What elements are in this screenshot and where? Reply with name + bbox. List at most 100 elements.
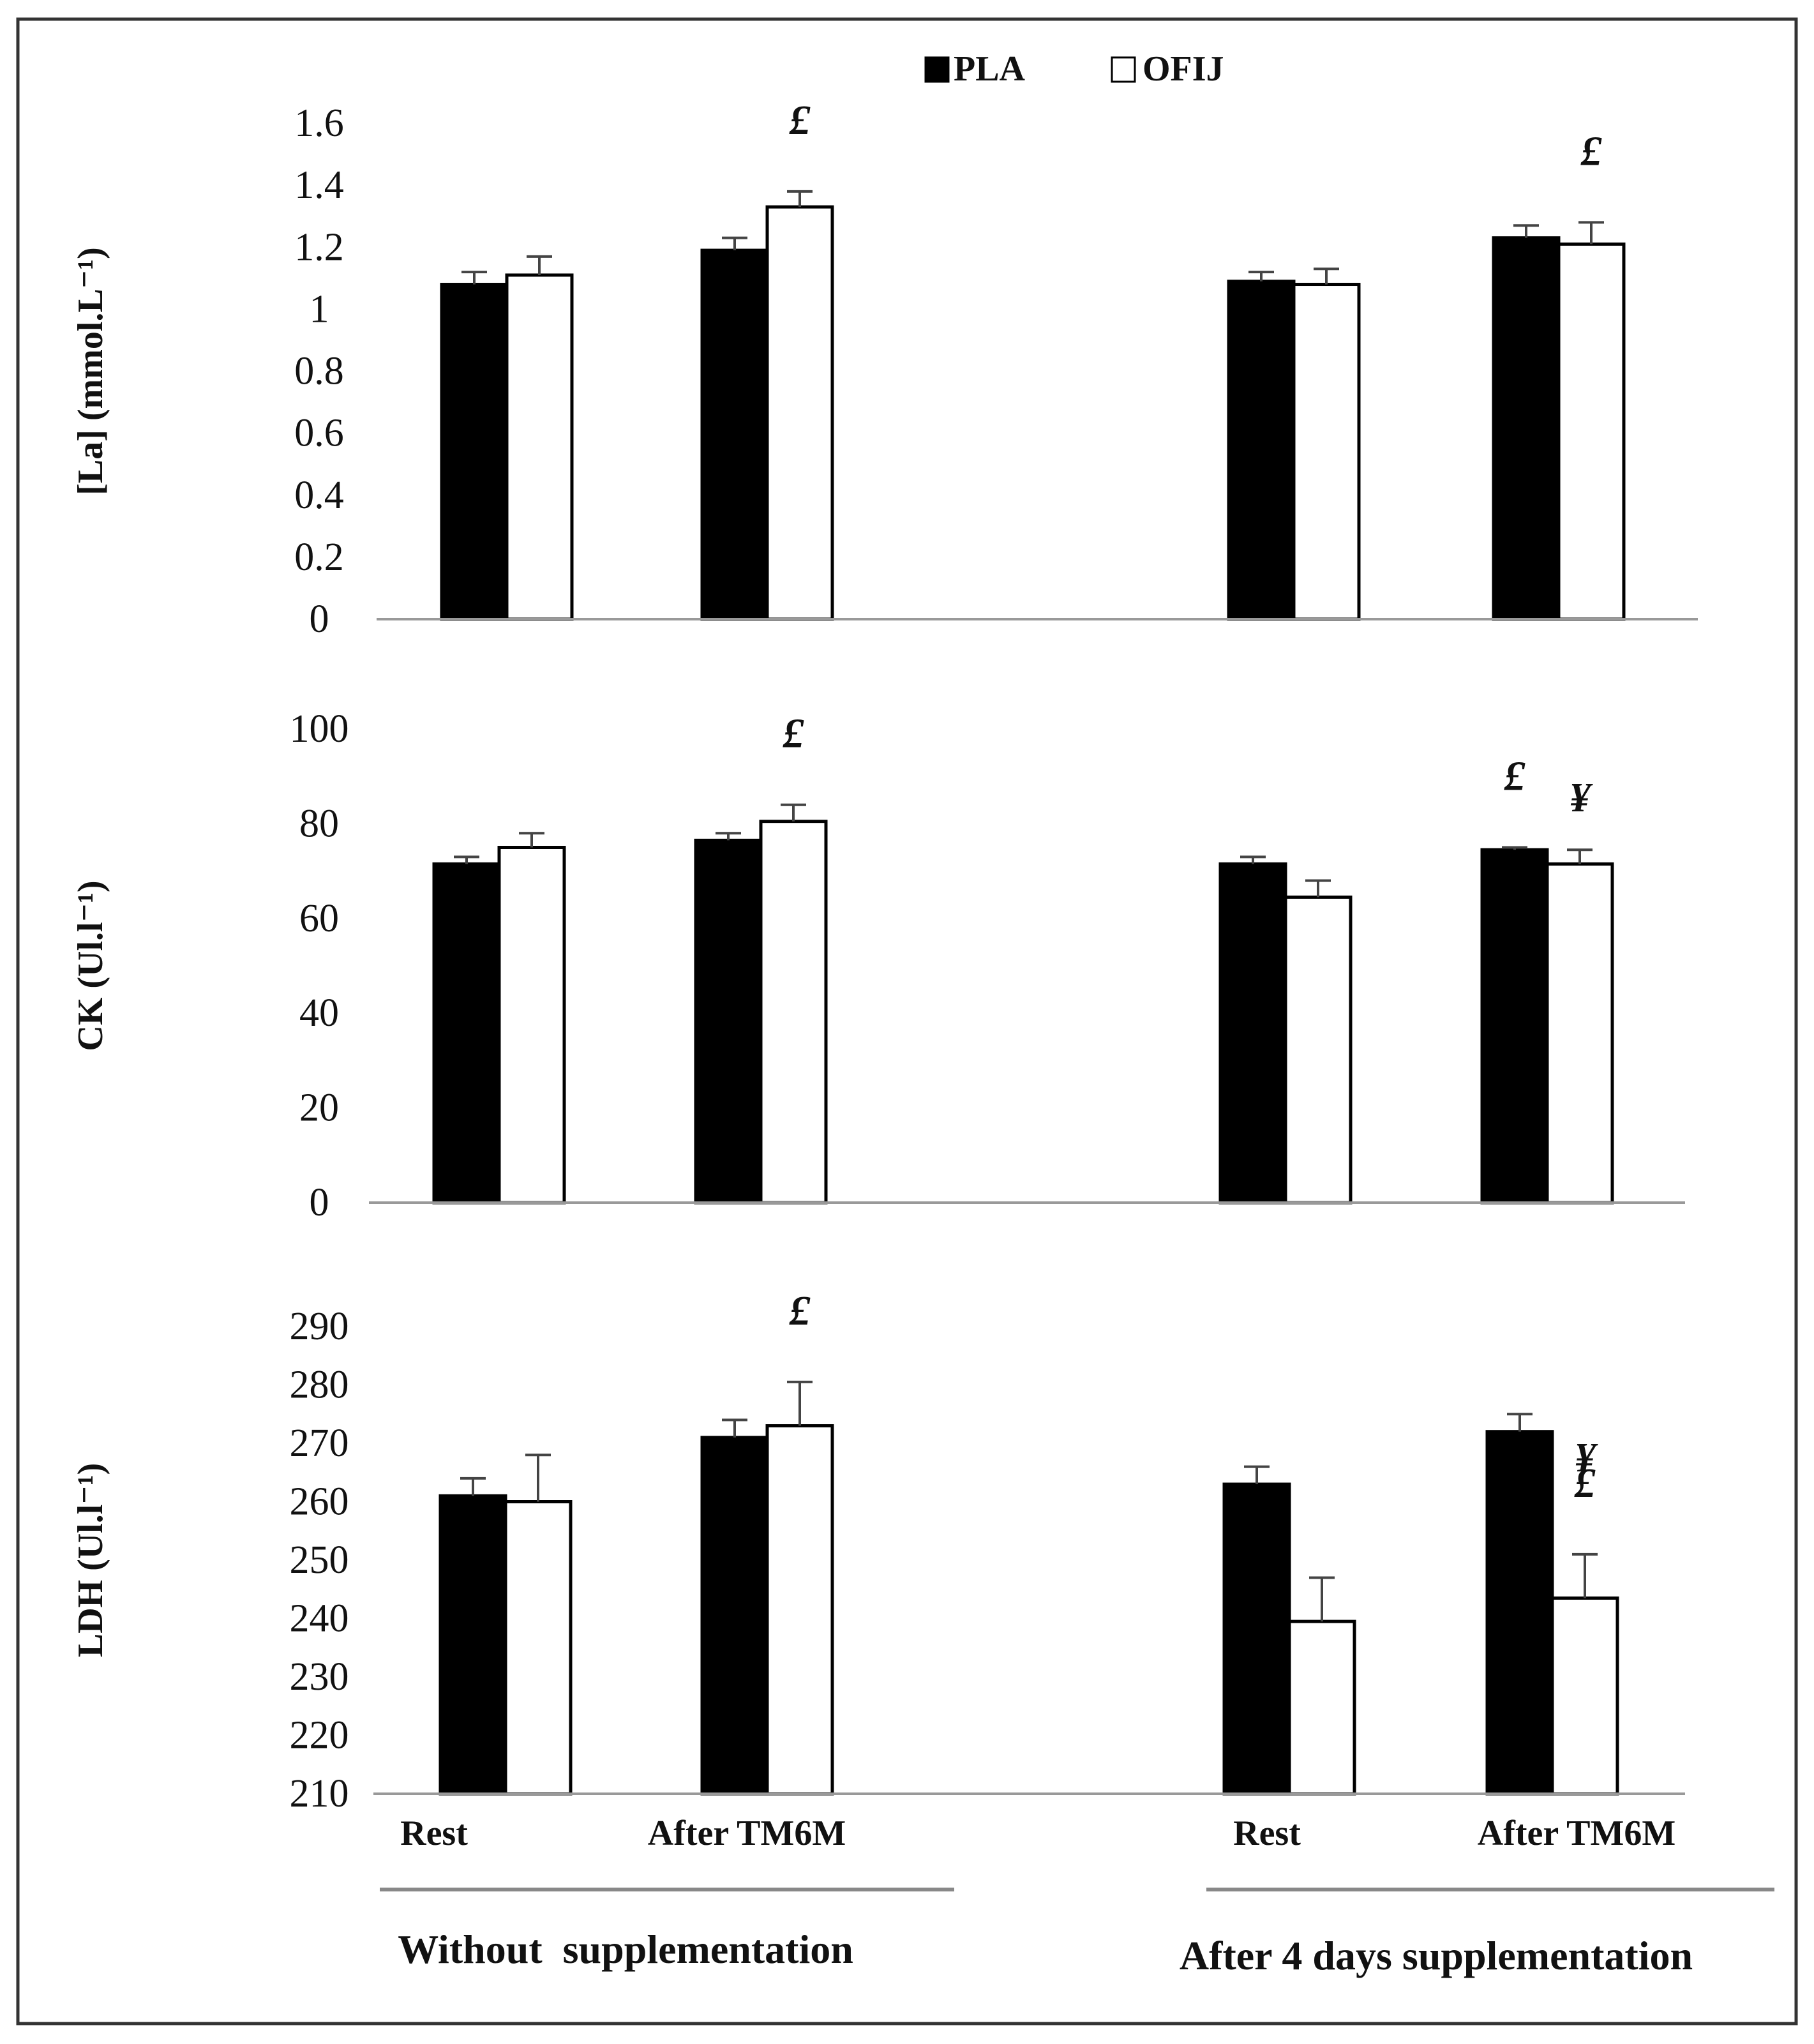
- category-label-rest-with: Rest: [1233, 1814, 1301, 1853]
- category-label-rest-without: Rest: [400, 1814, 468, 1853]
- y-tick-label-top-6: 1.2: [294, 225, 344, 269]
- y-axis-label-bottom: LDH (Ul.l⁻¹): [71, 1463, 110, 1658]
- error-bar-top-ofij-1: [787, 190, 813, 207]
- bar-top-ofij-1: [765, 205, 834, 621]
- y-tick-label-middle-1: 20: [299, 1086, 339, 1130]
- bar-bottom-ofij-3: [1550, 1596, 1619, 1796]
- bar-bottom-ofij-0: [504, 1500, 573, 1796]
- bar-bottom-ofij-2: [1287, 1619, 1356, 1796]
- bar-middle-ofij-1: [759, 820, 828, 1205]
- group-brackets: Without supplementation After 4 days sup…: [380, 1888, 1774, 1978]
- bar-bottom-pla-3: [1485, 1430, 1554, 1796]
- bar-top-pla-3: [1492, 236, 1561, 621]
- significance-marker-top-0: £: [789, 97, 811, 144]
- chart-panels: 0 0.2 0.4 0.6 0.8 1 1.2 1.4 1.6 [La] (mmol.L⁻¹) £ £…: [71, 97, 1698, 1815]
- y-tick-label-bottom-7: 280: [290, 1364, 349, 1407]
- y-tick-label-bottom-4: 250: [290, 1538, 349, 1582]
- y-tick-label-bottom-5: 260: [290, 1480, 349, 1524]
- error-bar-middle-pla-1: [716, 832, 741, 841]
- legend-swatch-pla: [924, 56, 950, 83]
- y-tick-label-top-1: 0.2: [294, 536, 344, 579]
- y-tick-label-bottom-1: 220: [290, 1714, 349, 1757]
- category-label-after-tm6m-without: After TM6M: [648, 1814, 846, 1853]
- significance-marker-top-1: £: [1580, 128, 1603, 174]
- y-tick-label-middle-4: 80: [299, 802, 339, 845]
- error-bar-bottom-pla-3: [1507, 1413, 1533, 1432]
- y-tick-label-top-2: 0.4: [294, 474, 344, 517]
- error-bar-bottom-ofij-1: [787, 1380, 813, 1426]
- error-bar-middle-pla-3: [1502, 846, 1527, 850]
- panel-bottom: 210 220 230 240 250 260 270 280 290 LDH (Ul.l⁻¹) £…: [71, 1288, 1685, 1815]
- bar-top-pla-0: [440, 283, 509, 621]
- y-tick-label-middle-2: 40: [299, 991, 339, 1035]
- bar-middle-ofij-3: [1545, 862, 1614, 1205]
- y-tick-label-middle-5: 100: [290, 707, 349, 751]
- error-bar-bottom-ofij-0: [525, 1454, 551, 1502]
- error-bar-bottom-pla-1: [722, 1418, 747, 1438]
- y-tick-label-bottom-8: 290: [290, 1305, 349, 1348]
- legend-label-ofij: OFIJ: [1143, 49, 1224, 89]
- y-tick-label-top-7: 1.4: [294, 163, 344, 207]
- significance-marker-bottom-1: £: [1574, 1460, 1596, 1507]
- error-bar-top-pla-1: [722, 236, 747, 251]
- bar-middle-ofij-0: [497, 846, 566, 1205]
- error-bar-middle-ofij-2: [1305, 879, 1331, 898]
- y-tick-label-middle-3: 60: [299, 897, 339, 940]
- group-label-after-4-days: After 4 days supplementation: [1180, 1933, 1693, 1978]
- error-bar-top-ofij-2: [1314, 267, 1339, 285]
- significance-marker-middle-1: £: [1504, 753, 1526, 800]
- legend-label-pla: PLA: [954, 49, 1026, 89]
- bar-top-ofij-0: [505, 273, 574, 621]
- y-tick-label-bottom-6: 270: [290, 1422, 349, 1465]
- error-bar-middle-ofij-1: [781, 803, 806, 822]
- error-bar-bottom-ofij-2: [1309, 1576, 1335, 1622]
- x-category-labels: Rest After TM6M Rest After TM6M: [400, 1814, 1675, 1853]
- y-axis-label-top: [La] (mmol.L⁻¹): [71, 247, 110, 495]
- error-bar-top-ofij-0: [527, 255, 552, 275]
- error-bar-bottom-pla-2: [1244, 1465, 1270, 1485]
- bar-top-pla-1: [700, 248, 769, 621]
- significance-marker-middle-2: ¥: [1570, 774, 1594, 821]
- panel-middle: 0 20 40 60 80 100 CK (Ul.l⁻¹) £ £ ¥: [71, 707, 1685, 1224]
- bar-top-ofij-3: [1557, 242, 1626, 621]
- bar-middle-pla-3: [1480, 848, 1549, 1205]
- significance-marker-bottom-0: £: [789, 1288, 811, 1334]
- category-label-after-tm6m-with: After TM6M: [1478, 1814, 1676, 1853]
- bar-middle-pla-0: [432, 862, 501, 1205]
- significance-marker-bottom-2: ¥: [1575, 1434, 1599, 1481]
- error-bar-top-ofij-3: [1578, 221, 1604, 244]
- legend-swatch-ofij: [1111, 56, 1136, 83]
- y-tick-label-top-0: 0: [310, 597, 329, 641]
- bar-bottom-ofij-1: [765, 1424, 834, 1796]
- y-tick-label-top-3: 0.6: [294, 412, 344, 455]
- y-tick-label-middle-0: 0: [310, 1181, 329, 1224]
- bar-bottom-pla-2: [1222, 1482, 1291, 1796]
- error-bar-bottom-pla-0: [460, 1477, 486, 1496]
- y-tick-label-bottom-3: 240: [290, 1597, 349, 1641]
- error-bar-top-pla-3: [1513, 224, 1539, 238]
- bar-top-pla-2: [1227, 280, 1296, 621]
- error-bar-middle-pla-2: [1240, 855, 1266, 864]
- significance-marker-middle-0: £: [783, 710, 805, 757]
- bar-top-ofij-2: [1292, 283, 1361, 621]
- y-tick-label-bottom-0: 210: [290, 1772, 349, 1815]
- error-bar-middle-pla-0: [454, 855, 479, 864]
- y-tick-label-top-8: 1.6: [294, 101, 344, 145]
- bar-middle-ofij-2: [1284, 895, 1353, 1205]
- bar-bottom-pla-1: [700, 1436, 769, 1796]
- y-tick-label-top-4: 0.8: [294, 350, 344, 393]
- error-bar-middle-ofij-0: [519, 832, 544, 848]
- error-bar-bottom-ofij-3: [1572, 1552, 1598, 1598]
- y-tick-label-bottom-2: 230: [290, 1655, 349, 1699]
- error-bar-middle-ofij-3: [1567, 848, 1593, 864]
- bar-bottom-pla-0: [439, 1494, 507, 1796]
- panel-top: 0 0.2 0.4 0.6 0.8 1 1.2 1.4 1.6 [La] (mmol.L⁻¹) £ £: [71, 97, 1698, 641]
- y-tick-label-top-5: 1: [310, 287, 329, 331]
- group-label-without-supplementation: Without supplementation: [398, 1927, 853, 1972]
- error-bar-top-pla-0: [461, 271, 487, 285]
- legend: PLA OFIJ: [924, 49, 1224, 89]
- bar-middle-pla-1: [694, 838, 763, 1205]
- y-axis-label-middle: CK (Ul.l⁻¹): [71, 880, 110, 1051]
- bar-middle-pla-2: [1218, 862, 1287, 1205]
